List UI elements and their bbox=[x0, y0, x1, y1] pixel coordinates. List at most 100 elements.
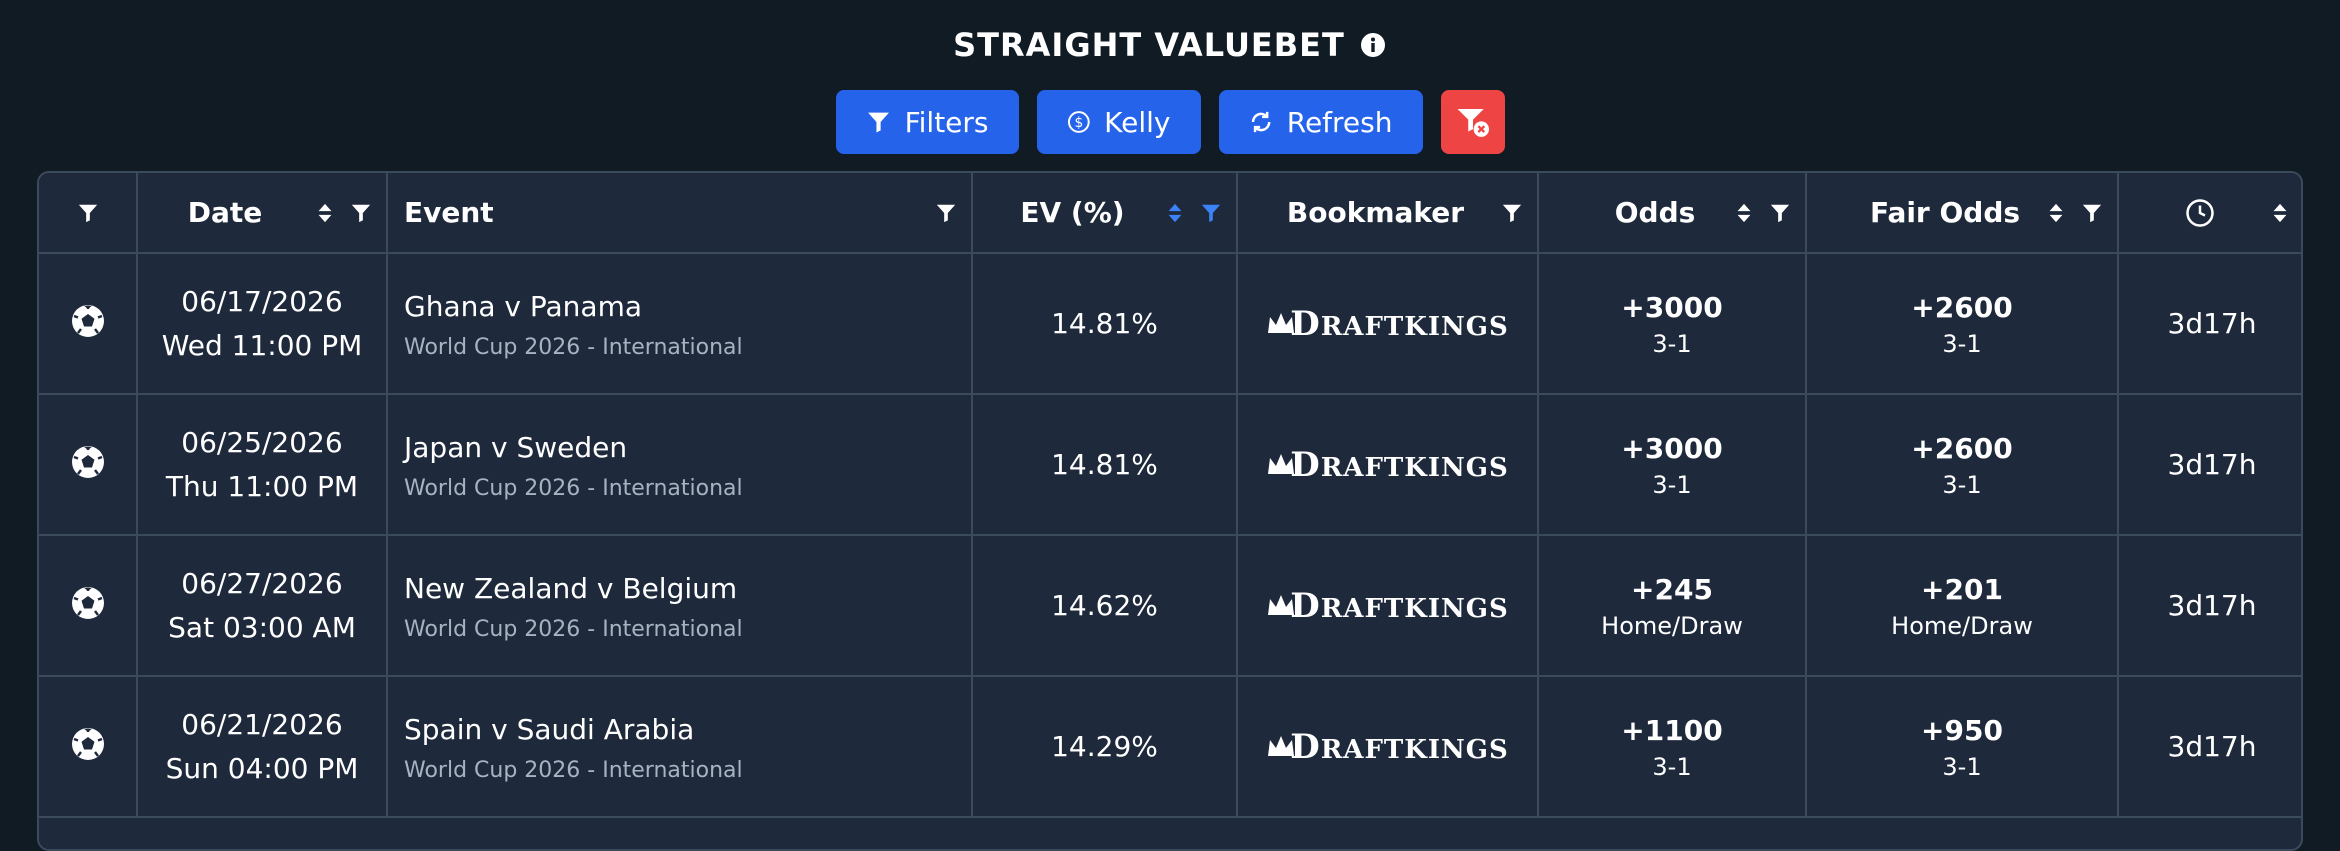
date-cell: 06/21/2026 Sun 04:00 PM bbox=[136, 675, 388, 818]
fair-odds-value: +2600 bbox=[1911, 290, 2013, 324]
date-cell: 06/27/2026 Sat 03:00 AM bbox=[136, 534, 388, 677]
bookmaker-name: RAFTKINGS bbox=[1320, 593, 1509, 624]
filter-active-icon[interactable] bbox=[1200, 201, 1222, 225]
clear-filter-icon bbox=[1457, 108, 1489, 137]
bookmaker-name: RAFTKINGS bbox=[1320, 734, 1509, 765]
sort-icon[interactable] bbox=[2269, 201, 2291, 225]
event-name[interactable]: New Zealand v Belgium bbox=[404, 572, 738, 605]
fair-odds-value: +2600 bbox=[1911, 431, 2013, 465]
soccer-ball-icon bbox=[71, 587, 104, 619]
sort-icon[interactable] bbox=[314, 201, 336, 225]
clock-icon bbox=[2186, 198, 2214, 227]
date-header-label: Date bbox=[187, 196, 263, 229]
event-league: World Cup 2026 - International bbox=[404, 617, 743, 642]
event-cell[interactable]: Japan v Sweden World Cup 2026 - Internat… bbox=[386, 393, 973, 536]
event-time: Thu 11:00 PM bbox=[165, 469, 359, 503]
sort-icon[interactable] bbox=[1733, 201, 1755, 225]
info-icon[interactable] bbox=[1359, 31, 1387, 59]
ev-value: 14.81% bbox=[1051, 307, 1158, 340]
table-header-row: Date Event EV bbox=[39, 173, 2301, 254]
table-row[interactable]: 06/25/2026 Thu 11:00 PM Japan v Sweden W… bbox=[39, 393, 2301, 536]
draftkings-logo[interactable]: DRAFTKINGS bbox=[1266, 304, 1509, 344]
kelly-button[interactable]: $ Kelly bbox=[1036, 90, 1201, 154]
filters-button[interactable]: Filters bbox=[835, 90, 1019, 154]
event-cell[interactable]: New Zealand v Belgium World Cup 2026 - I… bbox=[386, 534, 973, 677]
filter-icon[interactable] bbox=[1769, 201, 1791, 225]
odds-value: +3000 bbox=[1621, 290, 1723, 324]
age-value: 3d17h bbox=[2167, 448, 2257, 481]
ev-cell: 14.62% bbox=[971, 534, 1238, 677]
odds-cell: +3000 3-1 bbox=[1537, 393, 1807, 536]
event-date: 06/17/2026 bbox=[181, 284, 343, 318]
odds-value: +1100 bbox=[1621, 713, 1723, 747]
filter-icon[interactable] bbox=[77, 201, 99, 225]
odds-market: 3-1 bbox=[1652, 752, 1692, 781]
ev-cell: 14.29% bbox=[971, 675, 1238, 818]
bookmaker-cell[interactable]: DRAFTKINGS bbox=[1236, 393, 1539, 536]
event-name[interactable]: Spain v Saudi Arabia bbox=[404, 713, 695, 746]
crown-icon bbox=[1268, 312, 1295, 333]
bookmaker-cell[interactable]: DRAFTKINGS bbox=[1236, 252, 1539, 395]
page-title: STRAIGHT VALUEBET bbox=[953, 26, 1345, 64]
soccer-ball-icon bbox=[71, 446, 104, 478]
event-header-label: Event bbox=[404, 196, 494, 229]
fair-odds-cell: +2600 3-1 bbox=[1805, 393, 2119, 536]
filter-icon[interactable] bbox=[350, 201, 372, 225]
sport-cell bbox=[39, 675, 138, 818]
event-column-header[interactable]: Event bbox=[386, 173, 973, 254]
ev-value: 14.81% bbox=[1051, 448, 1158, 481]
event-time: Sun 04:00 PM bbox=[165, 751, 359, 785]
refresh-button[interactable]: Refresh bbox=[1218, 90, 1423, 154]
sort-active-icon[interactable] bbox=[1164, 201, 1186, 225]
event-league: World Cup 2026 - International bbox=[404, 758, 743, 783]
bookmaker-cell[interactable]: DRAFTKINGS bbox=[1236, 534, 1539, 677]
table-row[interactable]: 06/27/2026 Sat 03:00 AM New Zealand v Be… bbox=[39, 534, 2301, 677]
refresh-button-label: Refresh bbox=[1286, 105, 1393, 139]
filters-button-label: Filters bbox=[904, 105, 989, 139]
odds-cell: +245 Home/Draw bbox=[1537, 534, 1807, 677]
page-header: STRAIGHT VALUEBET Filters $ Kelly bbox=[0, 0, 2340, 170]
age-value: 3d17h bbox=[2167, 730, 2257, 763]
bookmaker-cell[interactable]: DRAFTKINGS bbox=[1236, 675, 1539, 818]
dollar-circle-icon: $ bbox=[1067, 111, 1090, 133]
fair-odds-cell: +201 Home/Draw bbox=[1805, 534, 2119, 677]
date-cell: 06/25/2026 Thu 11:00 PM bbox=[136, 393, 388, 536]
event-time: Sat 03:00 AM bbox=[168, 610, 356, 644]
fair-odds-value: +201 bbox=[1921, 572, 2003, 606]
sort-icon[interactable] bbox=[2045, 201, 2067, 225]
table-row[interactable]: 06/17/2026 Wed 11:00 PM Ghana v Panama W… bbox=[39, 252, 2301, 395]
odds-header-label: Odds bbox=[1614, 196, 1696, 229]
event-cell[interactable]: Ghana v Panama World Cup 2026 - Internat… bbox=[386, 252, 973, 395]
event-cell[interactable]: Spain v Saudi Arabia World Cup 2026 - In… bbox=[386, 675, 973, 818]
odds-column-header[interactable]: Odds bbox=[1537, 173, 1807, 254]
table-row[interactable]: 06/21/2026 Sun 04:00 PM Spain v Saudi Ar… bbox=[39, 675, 2301, 818]
fair-odds-cell: +2600 3-1 bbox=[1805, 252, 2119, 395]
filter-icon bbox=[867, 112, 889, 133]
event-time: Wed 11:00 PM bbox=[161, 328, 363, 362]
fair-odds-market: 3-1 bbox=[1942, 470, 1982, 499]
odds-market: Home/Draw bbox=[1601, 611, 1743, 640]
ev-column-header[interactable]: EV (%) bbox=[971, 173, 1238, 254]
age-value: 3d17h bbox=[2167, 307, 2257, 340]
age-column-header[interactable] bbox=[2117, 173, 2301, 254]
odds-cell: +1100 3-1 bbox=[1537, 675, 1807, 818]
draftkings-logo[interactable]: DRAFTKINGS bbox=[1266, 586, 1509, 626]
valuebet-table: Date Event EV bbox=[37, 171, 2303, 851]
bookmaker-column-header[interactable]: Bookmaker bbox=[1236, 173, 1539, 254]
fair-odds-column-header[interactable]: Fair Odds bbox=[1805, 173, 2119, 254]
date-column-header[interactable]: Date bbox=[136, 173, 388, 254]
sport-cell bbox=[39, 393, 138, 536]
bookmaker-name: RAFTKINGS bbox=[1320, 311, 1509, 342]
draftkings-logo[interactable]: DRAFTKINGS bbox=[1266, 727, 1509, 767]
clear-filters-button[interactable] bbox=[1440, 90, 1505, 154]
draftkings-logo[interactable]: DRAFTKINGS bbox=[1266, 445, 1509, 485]
ev-value: 14.29% bbox=[1051, 730, 1158, 763]
filter-icon[interactable] bbox=[935, 201, 957, 225]
event-name[interactable]: Ghana v Panama bbox=[404, 290, 642, 323]
soccer-ball-icon bbox=[71, 305, 104, 337]
sport-cell bbox=[39, 252, 138, 395]
event-name[interactable]: Japan v Sweden bbox=[404, 431, 628, 464]
event-league: World Cup 2026 - International bbox=[404, 476, 743, 501]
filter-icon[interactable] bbox=[1501, 201, 1523, 225]
filter-icon[interactable] bbox=[2081, 201, 2103, 225]
